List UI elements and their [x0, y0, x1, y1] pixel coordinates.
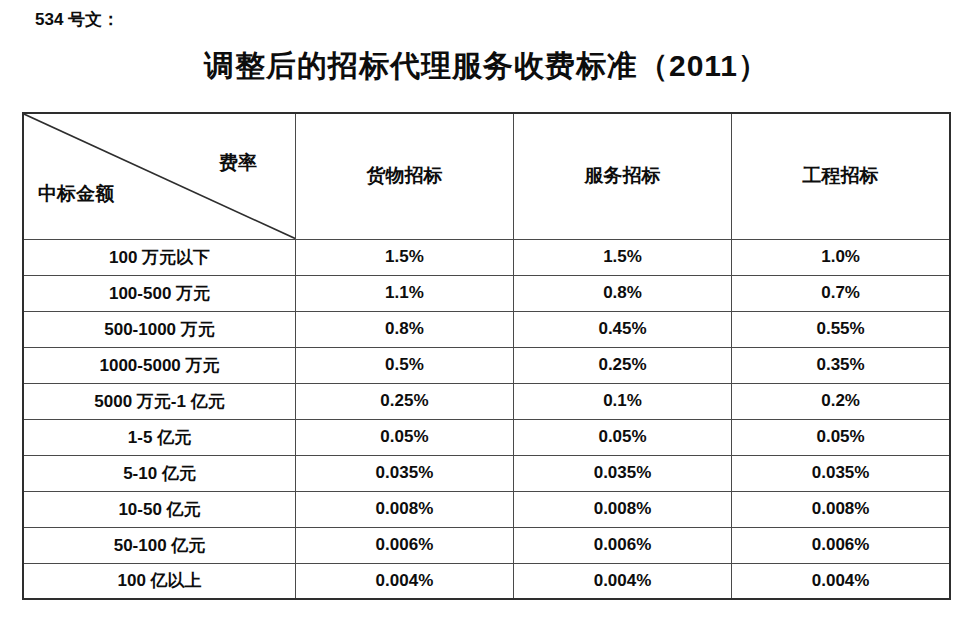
corner-label-amount: 中标金额 — [38, 181, 114, 207]
document-page: 534 号文： 调整后的招标代理服务收费标准（2011） 费率 中标金额 货物招… — [0, 0, 979, 629]
fee-rate-cell: 0.004% — [732, 563, 950, 599]
fee-rate-table: 费率 中标金额 货物招标 服务招标 工程招标 100 万元以下1.5%1.5%1… — [22, 112, 951, 600]
row-label: 5000 万元-1 亿元 — [23, 383, 296, 419]
table-row: 100-500 万元1.1%0.8%0.7% — [23, 275, 950, 311]
table-row: 50-100 亿元0.006%0.006%0.006% — [23, 527, 950, 563]
row-label: 5-10 亿元 — [23, 455, 296, 491]
diagonal-divider-line — [24, 114, 295, 239]
fee-rate-cell: 1.0% — [732, 239, 950, 275]
fee-rate-cell: 0.25% — [513, 347, 731, 383]
table-row: 1-5 亿元0.05%0.05%0.05% — [23, 419, 950, 455]
corner-label-rate: 费率 — [219, 150, 257, 176]
fee-rate-cell: 0.006% — [732, 527, 950, 563]
fee-rate-cell: 0.05% — [296, 419, 514, 455]
table-body: 100 万元以下1.5%1.5%1.0%100-500 万元1.1%0.8%0.… — [23, 239, 950, 599]
fee-rate-cell: 0.006% — [513, 527, 731, 563]
table-row: 1000-5000 万元0.5%0.25%0.35% — [23, 347, 950, 383]
fee-rate-cell: 0.55% — [732, 311, 950, 347]
table-row: 500-1000 万元0.8%0.45%0.55% — [23, 311, 950, 347]
fee-rate-cell: 1.1% — [296, 275, 514, 311]
fee-rate-cell: 0.008% — [732, 491, 950, 527]
fee-rate-cell: 0.2% — [732, 383, 950, 419]
row-label: 10-50 亿元 — [23, 491, 296, 527]
fee-rate-cell: 0.008% — [296, 491, 514, 527]
header-row: 费率 中标金额 货物招标 服务招标 工程招标 — [23, 113, 950, 239]
fee-rate-cell: 0.035% — [732, 455, 950, 491]
row-label: 1-5 亿元 — [23, 419, 296, 455]
fee-rate-cell: 0.035% — [513, 455, 731, 491]
fee-rate-cell: 0.35% — [732, 347, 950, 383]
page-title: 调整后的招标代理服务收费标准（2011） — [22, 46, 951, 87]
fee-rate-cell: 0.8% — [296, 311, 514, 347]
table-row: 100 万元以下1.5%1.5%1.0% — [23, 239, 950, 275]
row-label: 50-100 亿元 — [23, 527, 296, 563]
fee-rate-cell: 1.5% — [296, 239, 514, 275]
fee-rate-cell: 0.8% — [513, 275, 731, 311]
fee-rate-cell: 0.5% — [296, 347, 514, 383]
table-row: 100 亿以上0.004%0.004%0.004% — [23, 563, 950, 599]
fee-rate-cell: 0.035% — [296, 455, 514, 491]
table-row: 5-10 亿元0.035%0.035%0.035% — [23, 455, 950, 491]
row-label: 100 万元以下 — [23, 239, 296, 275]
table-row: 5000 万元-1 亿元0.25%0.1%0.2% — [23, 383, 950, 419]
row-label: 1000-5000 万元 — [23, 347, 296, 383]
row-label: 500-1000 万元 — [23, 311, 296, 347]
fee-rate-cell: 0.25% — [296, 383, 514, 419]
doc-number-label: 534 号文： — [35, 8, 119, 31]
column-header-service-bidding: 服务招标 — [513, 113, 731, 239]
table-row: 10-50 亿元0.008%0.008%0.008% — [23, 491, 950, 527]
column-header-goods-bidding: 货物招标 — [296, 113, 514, 239]
fee-rate-cell: 0.006% — [296, 527, 514, 563]
fee-rate-cell: 1.5% — [513, 239, 731, 275]
row-label: 100-500 万元 — [23, 275, 296, 311]
fee-rate-cell: 0.004% — [513, 563, 731, 599]
fee-rate-cell: 0.008% — [513, 491, 731, 527]
fee-rate-cell: 0.1% — [513, 383, 731, 419]
fee-rate-cell: 0.05% — [732, 419, 950, 455]
fee-rate-cell: 0.45% — [513, 311, 731, 347]
fee-rate-cell: 0.004% — [296, 563, 514, 599]
column-header-engineering-bidding: 工程招标 — [732, 113, 950, 239]
row-label: 100 亿以上 — [23, 563, 296, 599]
corner-header-cell: 费率 中标金额 — [23, 113, 296, 239]
fee-rate-cell: 0.05% — [513, 419, 731, 455]
fee-rate-cell: 0.7% — [732, 275, 950, 311]
